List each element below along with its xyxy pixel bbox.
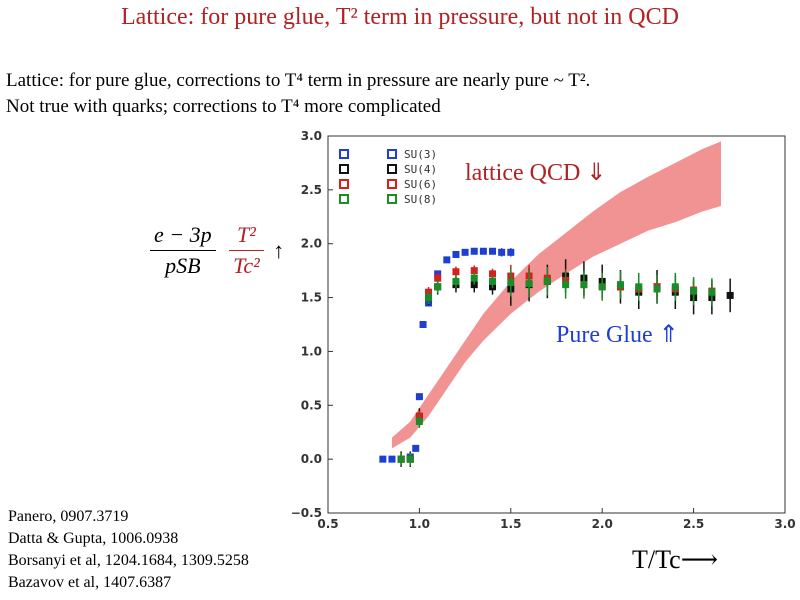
plot-frame (327, 135, 786, 514)
data-point (507, 278, 515, 286)
y-tick-label: −0.5 (291, 506, 322, 520)
legend-label: SU(8) (404, 193, 437, 206)
x-tick-label: 1.0 (409, 517, 430, 531)
data-point (379, 455, 387, 463)
legend-marker (339, 164, 349, 174)
slide-subtitle: Lattice: for pure glue, corrections to T… (6, 68, 590, 120)
subtitle-line-1: Lattice: for pure glue, corrections to T… (6, 70, 591, 91)
data-point (479, 247, 487, 255)
references: Panero, 0907.3719 Datta & Gupta, 1006.09… (8, 506, 249, 594)
legend-label: SU(6) (404, 178, 437, 191)
x-tick-label: 2.5 (683, 517, 704, 531)
formula-factor: T² Tc² (229, 222, 264, 279)
reference-item: Datta & Gupta, 1006.0938 (8, 530, 179, 547)
pure-glue-label: Pure Glue ⇑ (556, 322, 679, 348)
data-point (415, 417, 423, 425)
formula-factor-denominator: Tc² (233, 253, 260, 278)
legend-marker (339, 179, 349, 189)
data-point (543, 277, 551, 285)
data-point (470, 247, 478, 255)
formula-denominator: pSB (165, 253, 201, 278)
legend-marker (387, 164, 397, 174)
reference-item: Bazavov et al, 1407.6387 (8, 574, 172, 591)
data-point (415, 393, 423, 401)
reference-item: Borsanyi et al, 1204.1684, 1309.5258 (8, 552, 249, 569)
y-tick-label: 3.0 (301, 129, 322, 143)
legend-marker (387, 194, 397, 204)
legend-label: SU(4) (404, 163, 437, 176)
formula: e − 3p pSB T² Tc² ↑ (150, 222, 284, 279)
data-point (452, 268, 460, 276)
y-tick-label: 1.0 (301, 344, 322, 358)
data-point (434, 274, 442, 282)
data-point (507, 248, 515, 256)
slide-title: Lattice: for pure glue, T² term in press… (121, 4, 679, 30)
data-point (489, 277, 497, 285)
x-axis-caption: T/Tc⟶ (632, 545, 718, 574)
data-point (489, 247, 497, 255)
data-point (653, 285, 661, 293)
formula-fraction: e − 3p pSB (150, 222, 216, 279)
data-point (708, 288, 716, 296)
formula-numerator: e − 3p (150, 222, 216, 251)
y-tick-label: 2.5 (301, 183, 322, 197)
x-tick-label: 0.5 (317, 517, 338, 531)
legend-marker (387, 149, 397, 159)
data-point (598, 283, 606, 291)
data-point (419, 321, 427, 328)
data-point (443, 256, 451, 264)
legend-marker (387, 179, 397, 189)
x-tick-label: 2.0 (592, 517, 613, 531)
y-tick-label: 0.5 (301, 398, 322, 412)
data-point (635, 283, 643, 291)
data-point (452, 277, 460, 285)
data-point (434, 283, 442, 291)
data-point (671, 283, 679, 291)
data-point (425, 294, 433, 302)
data-point (412, 444, 420, 452)
data-point (616, 281, 624, 289)
y-tick-label: 0.0 (301, 452, 322, 466)
data-point (690, 287, 698, 295)
data-point (470, 274, 478, 282)
data-point (452, 250, 460, 258)
data-point (726, 291, 734, 299)
data-point (525, 280, 533, 288)
lattice-qcd-band (391, 141, 722, 449)
legend-label: SU(3) (404, 148, 437, 161)
reference-item: Panero, 0907.3719 (8, 508, 129, 525)
y-tick-label: 2.0 (301, 237, 322, 251)
data-point (406, 455, 414, 463)
subtitle-line-2: Not true with quarks; corrections to T⁴ … (6, 96, 441, 117)
x-tick-label: 3.0 (774, 517, 795, 531)
data-point (498, 248, 506, 256)
up-arrow-icon: ↑ (273, 237, 285, 263)
legend-marker (339, 149, 349, 159)
y-tick-label: 1.5 (301, 291, 322, 305)
legend-marker (339, 194, 349, 204)
data-point (562, 281, 570, 289)
data-point (388, 455, 396, 463)
x-tick-label: 1.5 (500, 517, 521, 531)
data-point (580, 281, 588, 289)
lattice-qcd-label: lattice QCD ⇓ (465, 160, 606, 186)
data-point (397, 455, 405, 463)
formula-factor-numerator: T² (229, 222, 264, 251)
data-point (461, 248, 469, 256)
